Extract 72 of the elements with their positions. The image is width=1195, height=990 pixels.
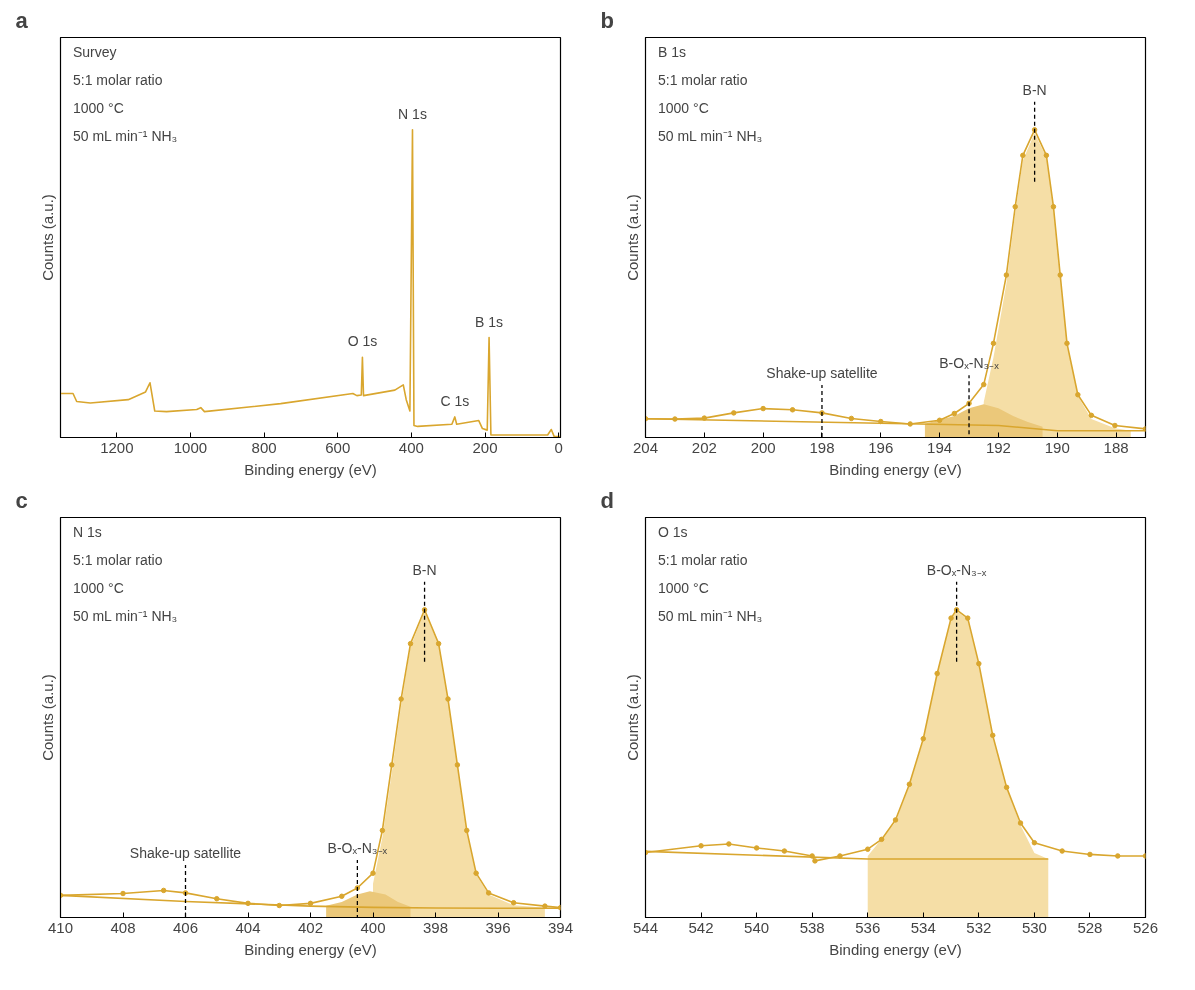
x-tick-label: 400 bbox=[398, 438, 424, 456]
x-axis-title: Binding energy (eV) bbox=[829, 940, 962, 958]
x-tick-label: 540 bbox=[744, 918, 770, 936]
x-tick-label: 406 bbox=[172, 918, 199, 936]
y-axis-title: Counts (a.u.) bbox=[623, 674, 641, 761]
text: 1000 °C bbox=[658, 579, 709, 596]
annotation: B-Oₓ-N₃₋ₓ bbox=[926, 561, 987, 578]
x-tick-label: 800 bbox=[251, 438, 277, 456]
y-axis-title: Counts (a.u.) bbox=[38, 194, 56, 281]
x-tick-label: 410 bbox=[47, 918, 74, 936]
x-tick-label: 398 bbox=[422, 918, 449, 936]
x-tick-label: 0 bbox=[554, 438, 563, 456]
x-tick-label: 530 bbox=[1021, 918, 1047, 936]
x-tick-label: 396 bbox=[485, 918, 511, 936]
x-tick-label: 202 bbox=[691, 438, 717, 456]
x-tick-label: 198 bbox=[809, 438, 835, 456]
text: B 1s bbox=[658, 43, 687, 60]
text: Survey bbox=[73, 43, 117, 60]
x-tick-label: 204 bbox=[632, 438, 659, 456]
annotation: B 1s bbox=[475, 313, 504, 330]
x-axis-title: Binding energy (eV) bbox=[244, 460, 377, 478]
annotation: 50 mL min⁻¹ NH₃ bbox=[73, 127, 178, 144]
chart-title: d bbox=[600, 487, 614, 513]
text: 1000 °C bbox=[658, 99, 709, 116]
text: 5:1 molar ratio bbox=[658, 71, 748, 88]
x-tick-label: 190 bbox=[1044, 438, 1070, 456]
x-axis-title: Binding energy (eV) bbox=[244, 940, 377, 958]
annotation: Shake-up satellite bbox=[129, 844, 242, 861]
text: O 1s bbox=[658, 523, 688, 540]
x-tick-label: 402 bbox=[297, 918, 324, 936]
x-tick-label: 394 bbox=[547, 918, 574, 936]
text: 5:1 molar ratio bbox=[658, 551, 748, 568]
x-tick-label: 404 bbox=[235, 918, 261, 936]
x-tick-label: 542 bbox=[688, 918, 714, 936]
x-tick-label: 200 bbox=[750, 438, 776, 456]
x-tick-label: 536 bbox=[855, 918, 881, 936]
x-tick-label: 528 bbox=[1077, 918, 1103, 936]
annotation: 50 mL min⁻¹ NH₃ bbox=[658, 127, 763, 144]
text: 5:1 molar ratio bbox=[73, 551, 163, 568]
annotation: C 1s bbox=[440, 392, 470, 409]
x-tick-label: 600 bbox=[325, 438, 351, 456]
text: 5:1 molar ratio bbox=[73, 71, 163, 88]
x-tick-label: 400 bbox=[360, 918, 386, 936]
x-tick-label: 532 bbox=[966, 918, 992, 936]
text: 1000 °C bbox=[73, 579, 124, 596]
annotation: N 1s bbox=[398, 105, 427, 122]
annotation: O 1s bbox=[347, 333, 378, 350]
x-tick-label: 408 bbox=[110, 918, 136, 936]
y-axis-title: Counts (a.u.) bbox=[623, 194, 641, 281]
x-tick-label: 188 bbox=[1103, 438, 1129, 456]
annotation: Shake-up satellite bbox=[766, 364, 878, 381]
x-tick-label: 192 bbox=[985, 438, 1011, 456]
annotation: 50 mL min⁻¹ NH₃ bbox=[73, 607, 178, 624]
annotation: 50 mL min⁻¹ NH₃ bbox=[658, 607, 763, 624]
x-tick-label: 1200 bbox=[100, 438, 134, 456]
y-axis-title: Counts (a.u.) bbox=[38, 674, 56, 761]
x-axis-title: Binding energy (eV) bbox=[829, 460, 962, 478]
x-tick-label: 526 bbox=[1132, 918, 1159, 936]
x-tick-label: 538 bbox=[799, 918, 825, 936]
x-tick-label: 194 bbox=[927, 438, 953, 456]
annotation: B-N bbox=[412, 561, 437, 578]
text: N 1s bbox=[73, 523, 102, 540]
x-tick-label: 534 bbox=[910, 918, 936, 936]
chart-title: c bbox=[15, 487, 28, 513]
x-tick-label: 544 bbox=[632, 918, 659, 936]
x-tick-label: 200 bbox=[472, 438, 498, 456]
chart-title: b bbox=[600, 7, 614, 33]
chart-title: a bbox=[15, 7, 29, 33]
annotation: B-N bbox=[1022, 81, 1047, 98]
text: 1000 °C bbox=[73, 99, 124, 116]
x-tick-label: 196 bbox=[868, 438, 894, 456]
x-tick-label: 1000 bbox=[173, 438, 208, 456]
